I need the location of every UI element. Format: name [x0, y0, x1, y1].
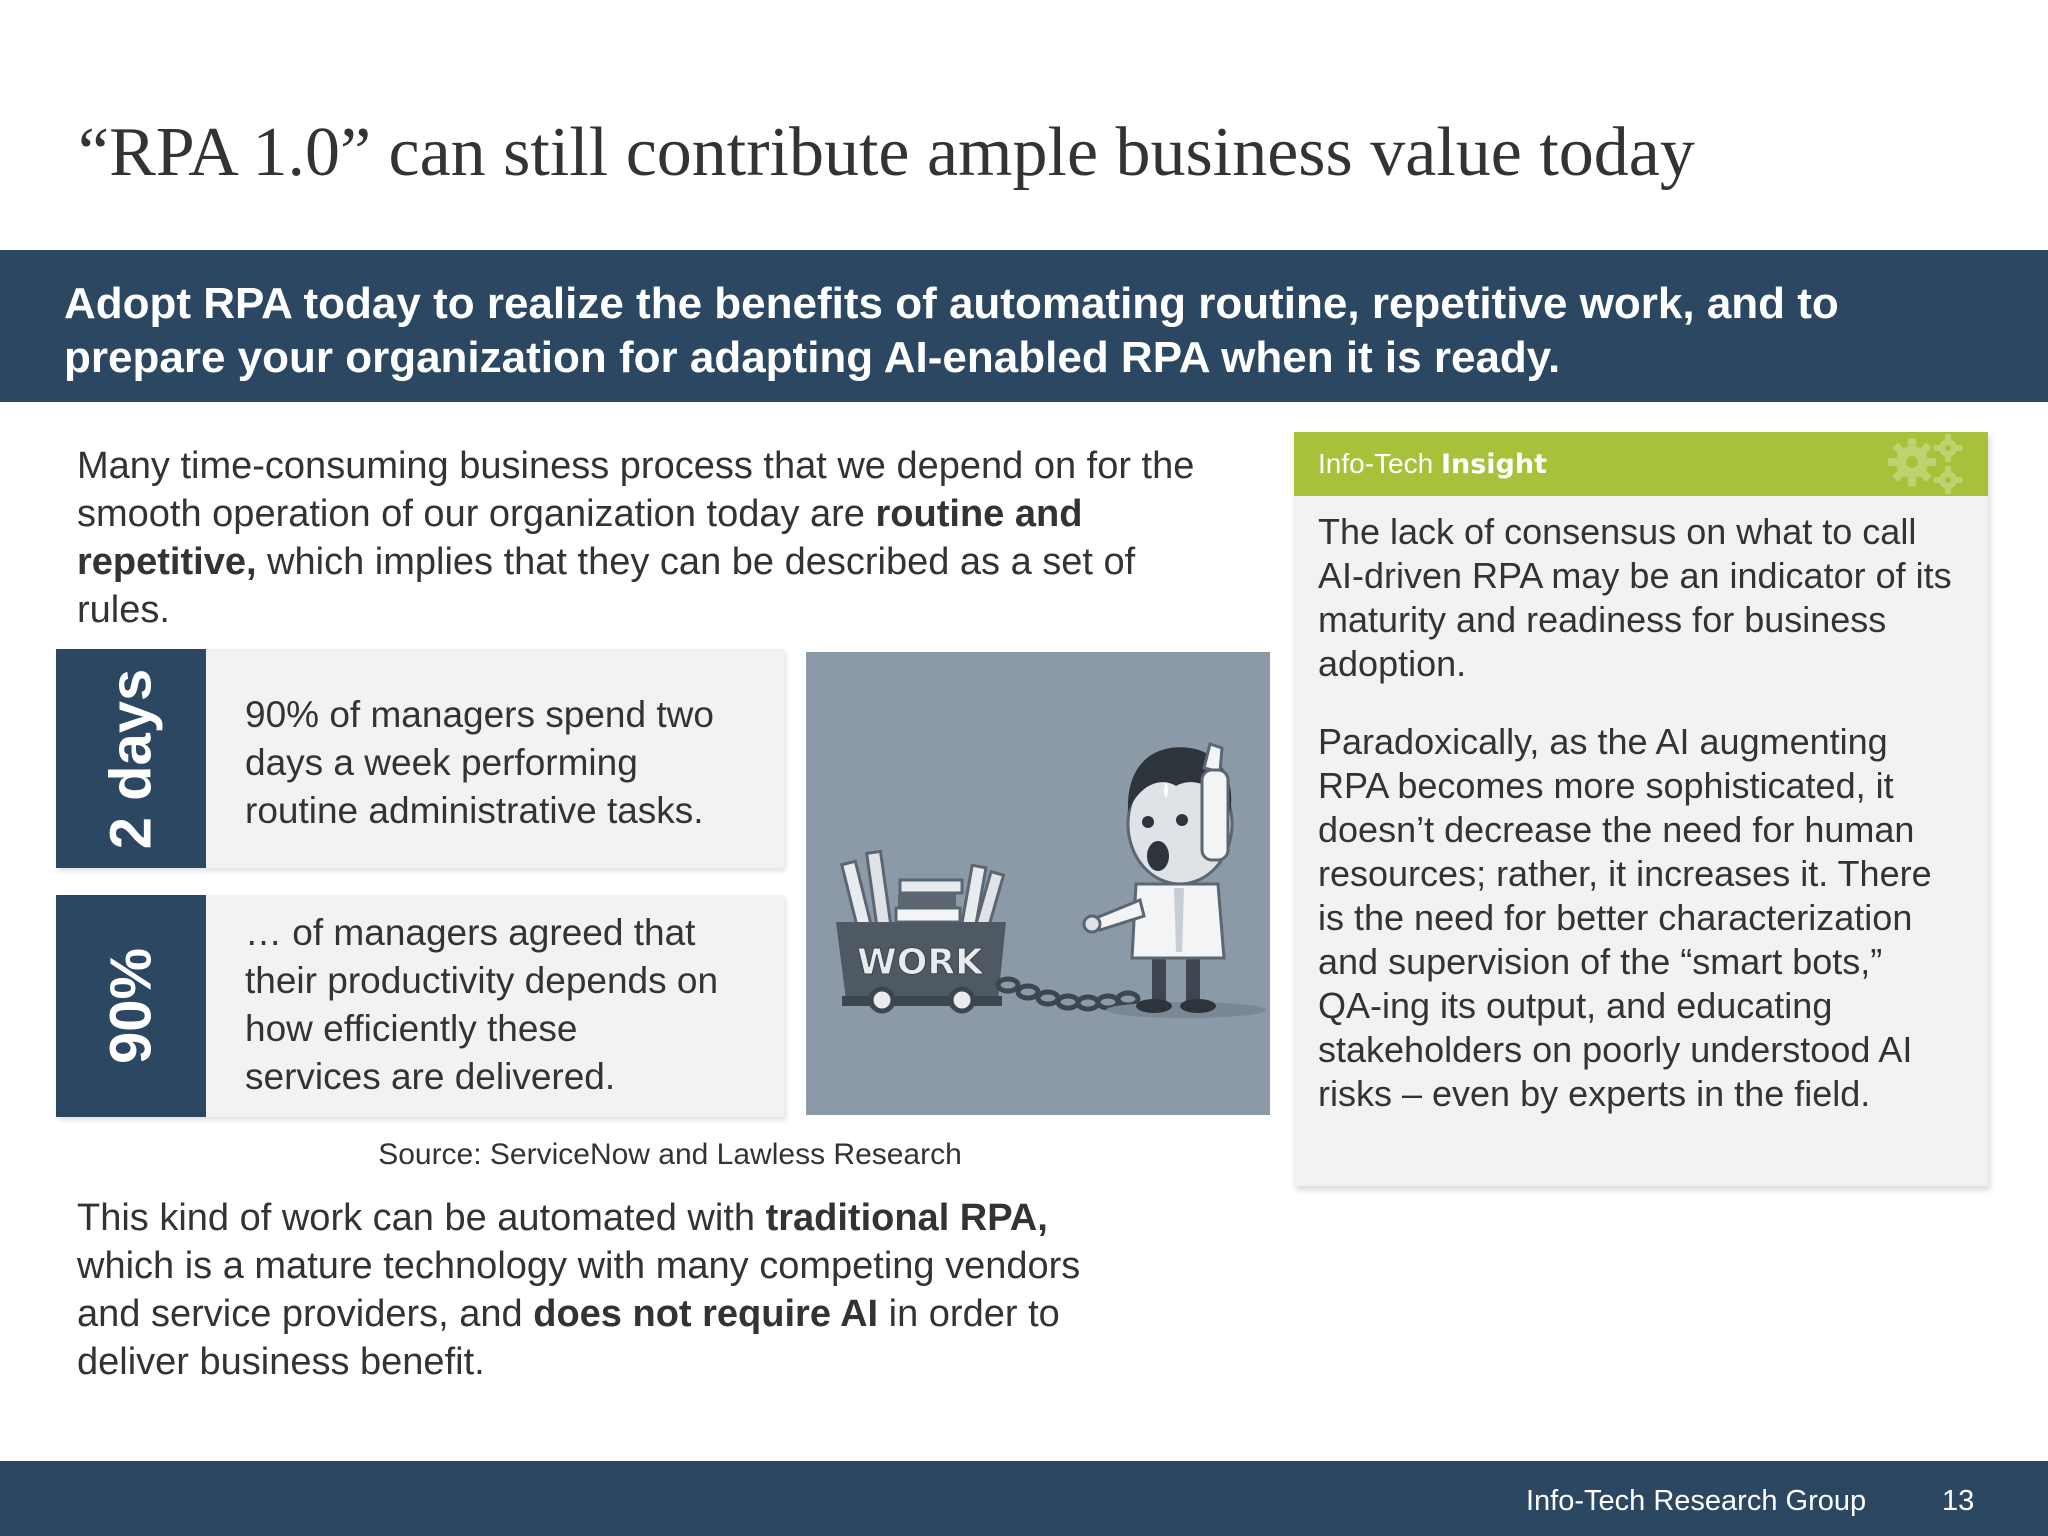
- insight-line: QA-ing its output, and educating: [1318, 985, 1833, 1026]
- insight-line: resources; rather, it increases it. Ther…: [1318, 853, 1932, 894]
- insight-title-emphasis: Insight: [1440, 449, 1548, 480]
- insight-title-prefix: Info-Tech: [1318, 448, 1441, 479]
- work-chain-illustration: WORK: [806, 652, 1270, 1115]
- insight-line: doesn’t decrease the need for human: [1318, 809, 1915, 850]
- footer-bar: Info-Tech Research Group 13: [0, 1461, 2048, 1536]
- outro-line-2: which is a mature technology with many c…: [77, 1245, 1081, 1287]
- stat-line: 90% of managers spend two: [245, 694, 714, 735]
- insight-line: AI-driven RPA may be an indicator of its: [1318, 555, 1952, 596]
- outro-emphasis: does not require AI: [533, 1293, 879, 1335]
- intro-line-3: repetitive, which implies that they can …: [77, 538, 1277, 586]
- source-caption: Source: ServiceNow and Lawless Research: [378, 1138, 962, 1171]
- stat-label-box: 2 days: [56, 649, 206, 868]
- insight-header: Info-Tech Insight: [1294, 432, 1988, 496]
- stat-label-box: 90%: [56, 895, 206, 1117]
- banner-line-2: prepare your organization for adapting A…: [64, 333, 1561, 382]
- intro-text: which implies that they can be described…: [256, 541, 1136, 583]
- banner-line-1: Adopt RPA today to realize the benefits …: [64, 279, 1839, 328]
- illustration-graphic: WORK: [836, 742, 1266, 1018]
- stat-card-percent: 90% … of managers agreed that their prod…: [56, 895, 784, 1117]
- outro-text: and service providers, and: [77, 1293, 534, 1335]
- intro-emphasis: repetitive,: [77, 541, 257, 583]
- stat-line: routine administrative tasks.: [245, 790, 704, 831]
- outro-line-3: and service providers, and does not requ…: [77, 1290, 1277, 1338]
- insight-line: adoption.: [1318, 643, 1467, 684]
- insight-line: risks – even by experts in the field.: [1318, 1073, 1871, 1114]
- outro-paragraph: This kind of work can be automated with …: [77, 1194, 1277, 1386]
- cart-label: WORK: [857, 942, 984, 983]
- stat-description: 90% of managers spend two days a week pe…: [245, 691, 714, 835]
- intro-line-4: rules.: [77, 589, 170, 631]
- slide-title: “RPA 1.0” can still contribute ample bus…: [78, 114, 1695, 191]
- insight-body: The lack of consensus on what to call AI…: [1318, 510, 1978, 1116]
- stat-line: days a week performing: [245, 742, 638, 783]
- stat-line: … of managers agreed that: [245, 912, 696, 953]
- stat-label: 90%: [98, 947, 164, 1065]
- footer-organization: Info-Tech Research Group: [1526, 1485, 1867, 1517]
- outro-emphasis: traditional RPA,: [765, 1197, 1048, 1239]
- key-message-banner: Adopt RPA today to realize the benefits …: [0, 250, 2048, 402]
- outro-line-1: This kind of work can be automated with …: [77, 1194, 1277, 1242]
- outro-line-4: deliver business benefit.: [77, 1341, 485, 1383]
- outro-text: in order to: [878, 1293, 1060, 1335]
- stat-line: services are delivered.: [245, 1056, 616, 1097]
- insight-line: is the need for better characterization: [1318, 897, 1913, 938]
- intro-emphasis: routine and: [875, 493, 1083, 535]
- insight-line: Paradoxically, as the AI augmenting: [1318, 721, 1888, 762]
- stat-label: 2 days: [98, 668, 164, 849]
- stat-line: their productivity depends on: [245, 960, 719, 1001]
- insight-line: maturity and readiness for business: [1318, 599, 1887, 640]
- stat-card-days: 2 days 90% of managers spend two days a …: [56, 649, 784, 868]
- intro-line-1: Many time-consuming business process tha…: [77, 445, 1195, 487]
- intro-text: smooth operation of our organization tod…: [77, 493, 876, 535]
- insight-box: Info-Tech Insight The lack of consensus …: [1294, 432, 1988, 1186]
- insight-line: and supervision of the “smart bots,”: [1318, 941, 1883, 982]
- insight-line: stakeholders on poorly understood AI: [1318, 1029, 1913, 1070]
- stat-description: … of managers agreed that their producti…: [245, 909, 718, 1101]
- stat-line: how efficiently these: [245, 1008, 578, 1049]
- insight-line: RPA becomes more sophisticated, it: [1318, 765, 1894, 806]
- insight-line: The lack of consensus on what to call: [1318, 511, 1917, 552]
- page-number: 13: [1942, 1485, 1975, 1517]
- gears-icon: [1888, 434, 1962, 494]
- insight-title: Info-Tech Insight: [1318, 448, 1547, 480]
- intro-paragraph: Many time-consuming business process tha…: [77, 442, 1277, 634]
- intro-line-2: smooth operation of our organization tod…: [77, 490, 1277, 538]
- outro-text: This kind of work can be automated with: [77, 1197, 766, 1239]
